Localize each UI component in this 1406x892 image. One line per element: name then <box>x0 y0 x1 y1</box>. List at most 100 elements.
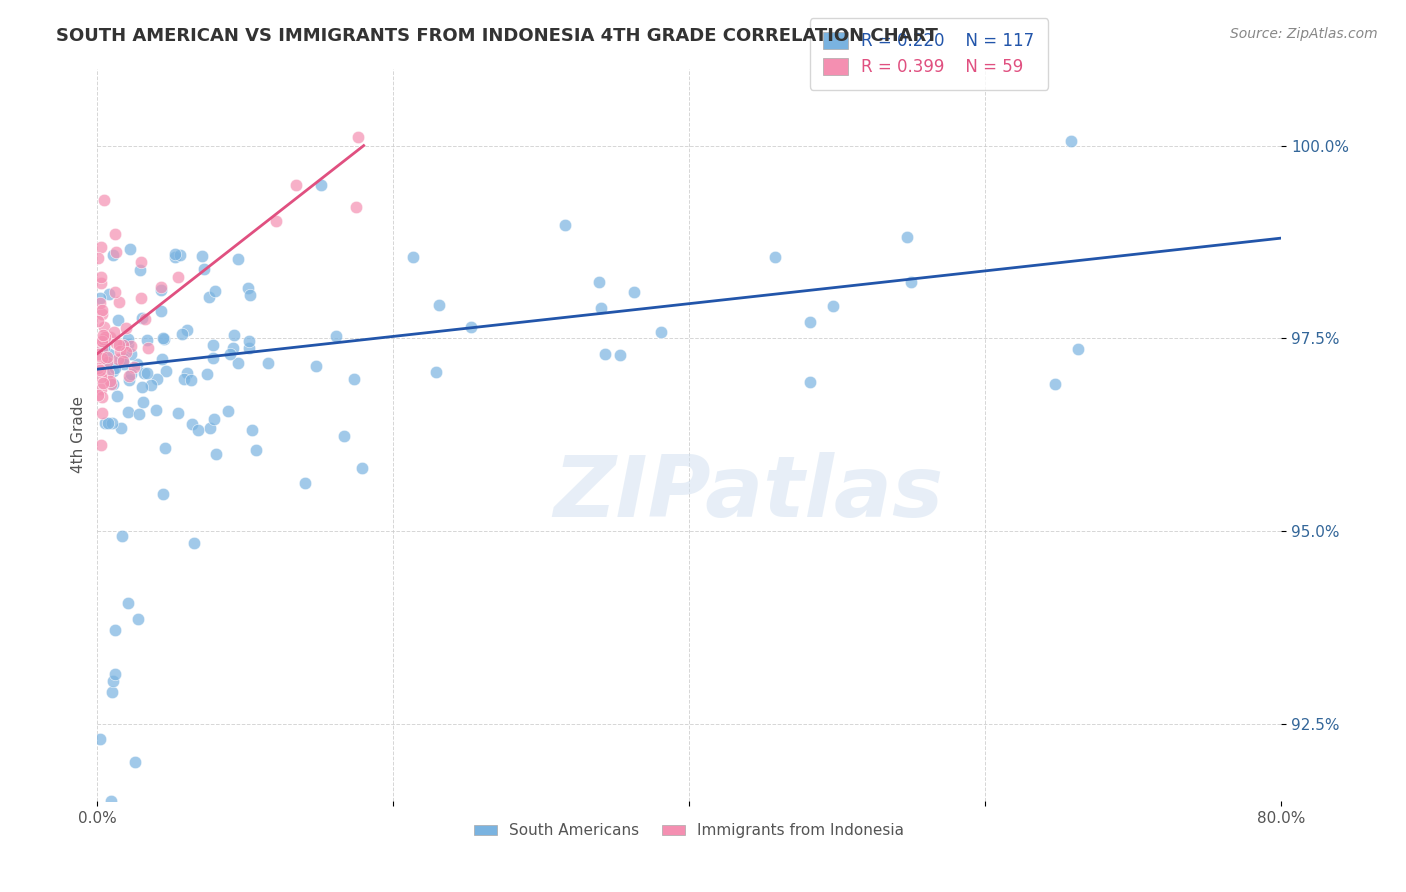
Point <box>163 250 186 264</box>
Point <box>554 218 576 232</box>
Point <box>222 341 245 355</box>
Point <box>105 335 128 350</box>
Point <box>245 442 267 457</box>
Point <box>152 487 174 501</box>
Point <box>205 447 228 461</box>
Point <box>105 244 128 259</box>
Point <box>240 423 263 437</box>
Point <box>97 286 120 301</box>
Point <box>900 275 922 289</box>
Point <box>87 347 110 361</box>
Point <box>146 372 169 386</box>
Point <box>98 330 121 344</box>
Point <box>120 339 142 353</box>
Point <box>93 194 115 208</box>
Point <box>101 364 124 378</box>
Point <box>97 366 120 380</box>
Point <box>96 354 118 368</box>
Point <box>127 612 149 626</box>
Point <box>149 280 172 294</box>
Point <box>136 334 159 348</box>
Point <box>352 460 374 475</box>
Point <box>131 310 153 325</box>
Point <box>198 290 221 304</box>
Point <box>588 275 610 289</box>
Point <box>219 347 242 361</box>
Point <box>1060 134 1083 148</box>
Point <box>90 342 112 356</box>
Point <box>136 341 159 355</box>
Point <box>94 330 117 344</box>
Point <box>97 355 120 369</box>
Point <box>101 377 124 392</box>
Point <box>190 249 212 263</box>
Point <box>896 230 918 244</box>
Point <box>425 365 447 379</box>
Point <box>117 373 139 387</box>
Point <box>294 476 316 491</box>
Point <box>91 332 114 346</box>
Point <box>111 351 134 366</box>
Point <box>87 388 110 402</box>
Point <box>166 270 188 285</box>
Point <box>97 416 120 430</box>
Point <box>90 307 112 321</box>
Text: ZIPatlas: ZIPatlas <box>554 451 943 535</box>
Point <box>110 421 132 435</box>
Point <box>103 325 125 339</box>
Point <box>427 298 450 312</box>
Point <box>98 374 121 388</box>
Point <box>153 442 176 456</box>
Point <box>96 350 118 364</box>
Point <box>238 334 260 348</box>
Point <box>131 380 153 394</box>
Point <box>129 291 152 305</box>
Point <box>799 375 821 389</box>
Point <box>104 360 127 375</box>
Point <box>90 334 112 348</box>
Point <box>593 347 616 361</box>
Point <box>305 359 328 374</box>
Point <box>134 311 156 326</box>
Point <box>100 794 122 808</box>
Point <box>108 295 131 310</box>
Point <box>91 351 114 365</box>
Point <box>90 390 112 404</box>
Point <box>105 389 128 403</box>
Point <box>136 367 159 381</box>
Point <box>153 333 176 347</box>
Point <box>131 394 153 409</box>
Point <box>90 438 112 452</box>
Point <box>257 356 280 370</box>
Point <box>187 423 209 437</box>
Point <box>101 248 124 262</box>
Point <box>107 313 129 327</box>
Point <box>195 367 218 381</box>
Point <box>145 403 167 417</box>
Point <box>111 529 134 543</box>
Point <box>112 357 135 371</box>
Point <box>799 315 821 329</box>
Point <box>87 361 110 376</box>
Point <box>1045 377 1067 392</box>
Point <box>117 405 139 419</box>
Point <box>108 338 131 352</box>
Point <box>139 377 162 392</box>
Text: Source: ZipAtlas.com: Source: ZipAtlas.com <box>1230 27 1378 41</box>
Point <box>90 240 112 254</box>
Point <box>117 596 139 610</box>
Point <box>228 356 250 370</box>
Point <box>181 417 204 431</box>
Point <box>115 321 138 335</box>
Point <box>609 348 631 362</box>
Point <box>98 347 121 361</box>
Point <box>103 674 125 689</box>
Point <box>118 369 141 384</box>
Point <box>91 376 114 390</box>
Point <box>108 352 131 367</box>
Point <box>112 338 135 352</box>
Point <box>623 285 645 300</box>
Point <box>129 263 152 277</box>
Point <box>120 243 142 257</box>
Point <box>155 364 177 378</box>
